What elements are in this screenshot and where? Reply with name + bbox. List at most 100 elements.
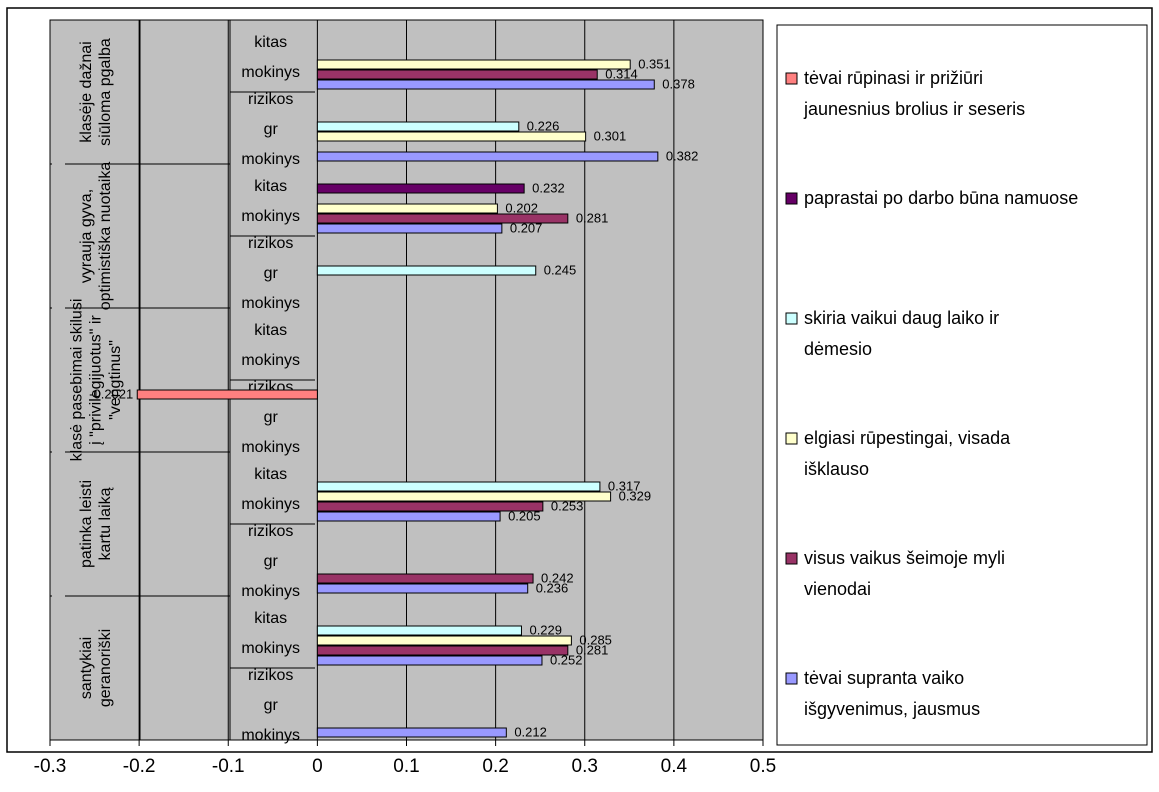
subgroup-label-line: mokinys — [241, 583, 300, 600]
subgroup-label: rizikos gr mokinys — [241, 235, 300, 312]
data-label: 0.212 — [514, 725, 547, 740]
data-label: 0.378 — [662, 77, 695, 92]
group-label-line: optimistiška nuotaika — [97, 162, 114, 311]
legend-label-line: vienodai — [804, 579, 871, 599]
subgroup-label-line: mokinys — [241, 151, 300, 168]
data-label: 0.207 — [510, 221, 543, 236]
data-label: 0.281 — [576, 211, 609, 226]
subgroup-label-line: kitas — [254, 466, 287, 483]
bar — [316, 573, 534, 584]
legend-label: visus vaikus šeimoje myli vienodai — [804, 548, 1005, 599]
subgroup-label: kitas mokinys — [241, 322, 300, 369]
subgroup-label-line: mokinys — [241, 295, 300, 312]
chart-frame — [6, 7, 1153, 753]
group-label-line: santykiai — [78, 637, 95, 699]
legend-label-line: išklauso — [804, 459, 869, 479]
data-label: 0.252 — [550, 653, 583, 668]
legend-label-line: išgyvenimus, jausmus — [804, 699, 980, 719]
subgroup-label-line: rizikos — [248, 523, 293, 540]
subgroup-label: kitas mokinys — [241, 34, 300, 81]
legend-label-line: jaunesnius brolius ir seseris — [803, 99, 1025, 119]
x-tick-label: -0.2 — [123, 756, 156, 777]
subgroup-label-line: gr — [264, 697, 279, 714]
bar — [316, 655, 543, 666]
data-label: 0.351 — [638, 57, 671, 72]
group-label: vyrauja gyva, optimistiška nuotaika — [78, 162, 114, 311]
bar — [316, 223, 503, 234]
bar — [316, 265, 537, 276]
legend: tėvai rūpinasi ir prižiūri jaunesnius bro… — [776, 24, 1148, 746]
bar — [316, 121, 520, 132]
data-label: 0.329 — [619, 489, 652, 504]
legend-label-line: paprastai po darbo būna namuose — [804, 188, 1078, 208]
x-tick-label: -0.1 — [212, 756, 245, 777]
legend-label: skiria vaikui daug laiko ir dėmesio — [804, 308, 999, 359]
bar — [316, 501, 544, 512]
data-label: 0.314 — [605, 67, 638, 82]
legend-swatch — [785, 432, 798, 445]
group-label-line: į "privilegijuotus" ir — [88, 315, 105, 445]
legend-label-line: visus vaikus šeimoje myli — [804, 548, 1005, 568]
data-label: 0.281 — [576, 643, 609, 658]
subgroup-label-line: mokinys — [241, 352, 300, 369]
subgroup-label-line: rizikos — [248, 667, 293, 684]
data-label: 0.285 — [579, 633, 612, 648]
subgroup-label-line: gr — [264, 409, 279, 426]
data-label: 0.253 — [551, 499, 584, 514]
data-label: 0.202 — [505, 201, 538, 216]
group-label-line: kartu laiką — [97, 487, 114, 560]
data-label: 0.301 — [594, 129, 627, 144]
data-label: -0.2021 — [89, 387, 133, 402]
data-label: 0.205 — [508, 509, 541, 524]
x-axis: -0.3 -0.2 -0.1 0 0.1 0.2 0.3 0.4 0.5 — [34, 739, 776, 777]
subgroup-label-line: mokinys — [241, 208, 300, 225]
legend-label: paprastai po darbo būna namuose — [804, 188, 1078, 208]
bar — [316, 151, 659, 162]
group-label-line: "vengtinus" — [107, 340, 124, 420]
bar — [316, 213, 569, 224]
subgroup-label: rizikos gr mokinys — [241, 91, 300, 168]
bar — [316, 183, 525, 194]
bar — [316, 131, 587, 142]
bar — [316, 727, 507, 738]
bar — [316, 511, 501, 522]
bar — [316, 203, 498, 214]
legend-swatch — [785, 192, 798, 205]
group-label-line: siūloma pgalba — [97, 38, 114, 146]
data-label: 0.382 — [666, 149, 699, 164]
x-tick-label: 0.1 — [393, 756, 419, 777]
bar — [316, 79, 655, 90]
data-label: 0.236 — [536, 581, 569, 596]
subgroup-label-line: kitas — [254, 34, 287, 51]
subgroup-label: rizikos gr mokinys — [241, 523, 300, 600]
bar — [316, 625, 522, 636]
bar — [316, 481, 601, 492]
subgroup-label-line: mokinys — [241, 439, 300, 456]
plot-area: klasėje dažnai siūloma pgalba kitas mokinys… — [49, 19, 764, 744]
group-label: santykiai geranoriški — [78, 629, 114, 707]
x-tick-label: 0.5 — [750, 756, 776, 777]
subgroup-label-line: kitas — [254, 322, 287, 339]
legend-box — [776, 24, 1148, 746]
legend-label-line: tėvai supranta vaiko — [804, 668, 964, 688]
x-tick-label: 0 — [312, 756, 323, 777]
bar — [316, 635, 572, 646]
group-label: klasėje dažnai siūloma pgalba — [78, 38, 114, 146]
data-label: 0.232 — [532, 181, 565, 196]
legend-label-line: elgiasi rūpestingai, visada — [804, 428, 1011, 448]
subgroup-label-line: mokinys — [241, 727, 300, 744]
subgroup-label-line: rizikos — [248, 235, 293, 252]
bar — [316, 645, 569, 656]
data-label: 0.242 — [541, 571, 574, 586]
group-label-line: klasė pasebimai skilusi — [68, 299, 85, 462]
bar — [316, 69, 598, 80]
group-label-line: vyrauja gyva, — [78, 189, 95, 283]
bar — [316, 491, 612, 502]
group-label-line: geranoriški — [97, 629, 114, 707]
group-label: patinka leisti kartu laiką — [78, 480, 114, 568]
group-label-line: patinka leisti — [78, 480, 95, 568]
x-tick-label: 0.2 — [482, 756, 508, 777]
bar — [136, 389, 318, 400]
subgroup-label-line: rizikos — [248, 91, 293, 108]
